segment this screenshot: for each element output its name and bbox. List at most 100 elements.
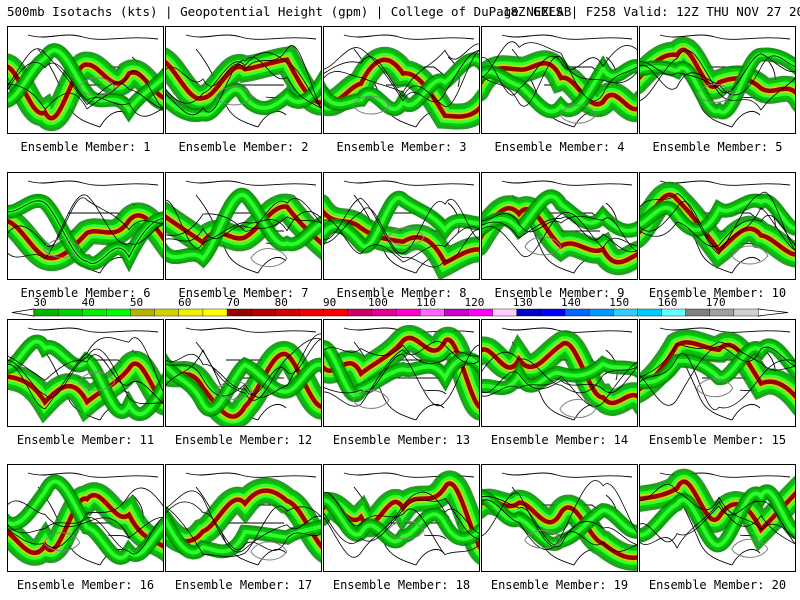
height-contour [482, 216, 637, 253]
height-contour [324, 219, 479, 263]
colorbar-tick-label: 60 [178, 296, 191, 309]
ensemble-member-label: Ensemble Member: 2 [178, 140, 309, 154]
ensemble-member-map [7, 464, 164, 572]
colorbar-segment [106, 308, 132, 317]
height-contour [324, 199, 479, 254]
ensemble-member-label: Ensemble Member: 10 [648, 286, 787, 300]
isotach-band [640, 479, 795, 534]
gray-contour [78, 77, 116, 97]
height-contour [482, 45, 637, 96]
header-title: 500mb Isotachs (kts) | Geopotential Heig… [7, 4, 572, 19]
gray-contour [696, 83, 734, 103]
colorbar-segment [588, 308, 614, 317]
ensemble-member-map [165, 464, 322, 572]
height-contour [640, 201, 795, 251]
colorbar-segment [419, 308, 445, 317]
ensemble-member-map [323, 26, 480, 134]
height-contour [482, 213, 637, 252]
height-contour [482, 366, 637, 394]
colorbar-segment [540, 308, 566, 317]
height-contour [166, 198, 321, 236]
isotach-band [8, 339, 163, 416]
isotach-band [166, 192, 321, 262]
height-contour [8, 197, 163, 247]
colorbar-segment [323, 308, 349, 317]
colorbar-tick-label: 140 [561, 296, 581, 309]
isotach-band [166, 488, 321, 550]
colorbar-segment [661, 308, 687, 317]
ensemble-member-label: Ensemble Member: 8 [336, 286, 467, 300]
ensemble-member-map [7, 319, 164, 427]
colorbar-tick-label: 110 [416, 296, 436, 309]
height-contour [640, 191, 795, 255]
height-contour [640, 500, 795, 549]
height-contour [640, 483, 795, 540]
height-contour [324, 47, 479, 103]
colorbar-segment [130, 308, 156, 317]
gray-contour [524, 236, 562, 256]
height-contour [324, 344, 479, 406]
height-contour [482, 361, 637, 407]
isotach-band [640, 489, 795, 548]
height-contour [166, 505, 321, 557]
isotach-band [640, 52, 795, 115]
gray-contour [43, 532, 81, 552]
colorbar-segment [564, 308, 590, 317]
colorbar-left-arrow [11, 308, 35, 317]
gray-contour [731, 538, 769, 558]
height-contour [166, 501, 321, 551]
ensemble-member-map [165, 319, 322, 427]
isotach-band [640, 343, 795, 385]
colorbar-segment [468, 308, 494, 317]
height-contour [8, 194, 163, 260]
colorbar-tick-label: 130 [513, 296, 533, 309]
ensemble-member-map [7, 26, 164, 134]
ensemble-member-label: Ensemble Member: 6 [20, 286, 151, 300]
ensemble-member-label: Ensemble Member: 20 [648, 578, 787, 592]
height-contour [166, 338, 321, 396]
height-contour [8, 354, 163, 404]
isotach-band [324, 481, 479, 550]
height-contour [8, 61, 163, 117]
colorbar-segment [492, 308, 518, 317]
ensemble-member-label: Ensemble Member: 18 [332, 578, 471, 592]
colorbar-segment [709, 308, 735, 317]
ensemble-member-label: Ensemble Member: 11 [16, 433, 155, 447]
ensemble-member-label: Ensemble Member: 4 [494, 140, 625, 154]
ensemble-member-map [165, 26, 322, 134]
height-contour [8, 48, 163, 109]
height-contour [166, 216, 321, 242]
gray-contour [524, 529, 562, 549]
gray-contour [250, 541, 288, 561]
height-contour [482, 480, 637, 551]
colorbar-segment [613, 308, 638, 317]
ensemble-member-label: Ensemble Member: 16 [16, 578, 155, 592]
height-contour [8, 70, 163, 110]
ensemble-member-label: Ensemble Member: 19 [490, 578, 629, 592]
ensemble-member-label: Ensemble Member: 3 [336, 140, 467, 154]
height-contour [482, 496, 637, 552]
isotach-band [8, 361, 163, 406]
ensemble-member-map [481, 26, 638, 134]
isotach-band [482, 194, 637, 233]
isotach-band [8, 493, 163, 556]
gray-contour [387, 227, 425, 247]
colorbar-segment [733, 308, 759, 317]
isotach-band [482, 61, 637, 112]
gray-contour [559, 399, 597, 419]
ensemble-member-label: Ensemble Member: 5 [652, 140, 783, 154]
height-contour [482, 351, 637, 394]
height-contour [324, 49, 479, 107]
colorbar-segment [226, 308, 252, 317]
ensemble-member-map [639, 464, 796, 572]
height-contour [324, 43, 479, 93]
height-contour [8, 500, 163, 539]
colorbar-right-arrow [757, 308, 789, 317]
colorbar-tick-label: 50 [130, 296, 143, 309]
ensemble-member-map [639, 172, 796, 280]
height-contour [8, 487, 163, 549]
ensemble-member-label: Ensemble Member: 14 [490, 433, 629, 447]
colorbar-tick-label: 40 [82, 296, 95, 309]
colorbar-segment [57, 308, 83, 317]
ensemble-member-label: Ensemble Member: 7 [178, 286, 309, 300]
